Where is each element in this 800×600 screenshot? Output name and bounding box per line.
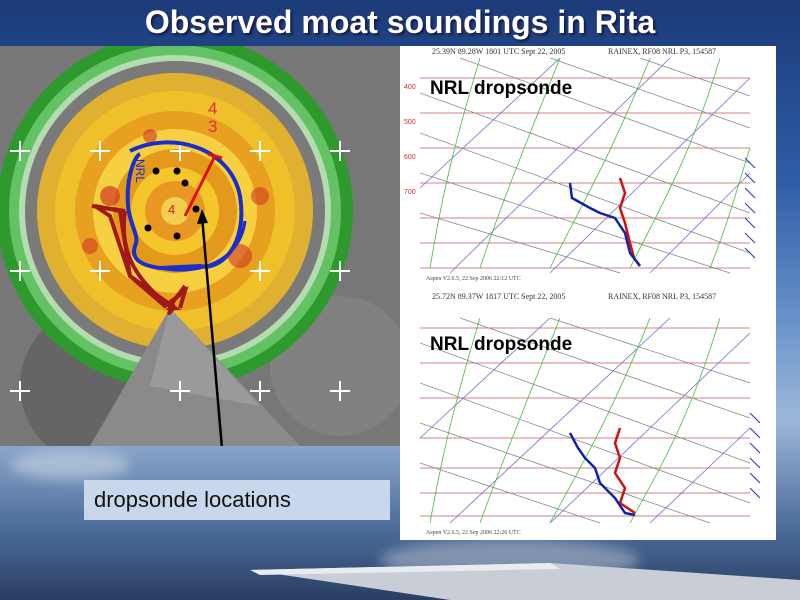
flight-track-red <box>91 204 187 309</box>
skewt-diagram-2 <box>420 318 760 524</box>
sounding-1-label: NRL dropsonde <box>430 78 573 99</box>
data-gap-wedge <box>150 308 260 406</box>
isotherms <box>420 318 751 524</box>
skewt-diagram-1 <box>420 58 756 274</box>
dry-adiabats <box>420 58 751 274</box>
marker-label-top: 4 <box>208 99 217 118</box>
dropsonde-dot <box>152 167 160 175</box>
sounding-1-header-right: RAINEX, RF08 NRL P3, 154587 <box>608 47 717 56</box>
dropsonde-dot <box>173 232 181 240</box>
pressure-label: 700 <box>404 189 416 196</box>
pressure-label: 500 <box>404 119 416 126</box>
flight-track-blue <box>125 140 244 271</box>
sounding-1-footer: Aspen V2.6.5, 22 Sep 2006 22:12 UTC <box>426 276 521 282</box>
reflectivity-field <box>0 46 353 389</box>
isotherms <box>420 58 751 274</box>
sounding-2-label: NRL dropsonde <box>430 334 573 355</box>
flight-track-blue <box>159 220 247 272</box>
sounding-2-footer: Aspen V2.6.5, 22 Sep 2006 22:26 UTC <box>426 530 521 536</box>
track-label: NRL <box>133 159 147 183</box>
track-segment-red <box>183 155 217 217</box>
wind-barbs-1 <box>744 157 756 259</box>
track-segment-red <box>207 152 223 160</box>
sounding-1-header-left: 25.39N 89.28W 1801 UTC Sept 22, 2005 <box>432 47 566 56</box>
moist-adiabats <box>429 58 751 269</box>
dewpoint-trace-1 <box>568 182 641 267</box>
dropsonde-dot <box>192 205 200 213</box>
pressure-label: 400 <box>404 84 416 91</box>
wind-barbs-2 <box>749 412 760 499</box>
moist-adiabats <box>429 318 721 524</box>
isobars <box>420 77 750 269</box>
pressure-axis-1: 400 500 600 700 <box>404 70 416 210</box>
dropsonde-dot <box>144 224 152 232</box>
dropsonde-dot <box>181 179 189 187</box>
sounding-2-header-right: RAINEX, RF08 NRL P3, 154587 <box>608 292 717 301</box>
cloud-decoration <box>10 450 130 480</box>
dropsonde-dot <box>173 167 181 175</box>
isobars <box>420 327 750 517</box>
marker-label-bottom: 3 <box>208 117 217 136</box>
pointer-arrowhead <box>197 209 208 224</box>
slide-title: Observed moat soundings in Rita <box>144 4 656 40</box>
pressure-label: 600 <box>404 154 416 161</box>
lat-lon-grid <box>10 141 350 401</box>
sounding-2-header-left: 25.72N 89.37W 1817 UTC Sept 22, 2005 <box>432 292 566 301</box>
radar-plot: 4 3 4 NRL <box>0 46 400 446</box>
pointer-line <box>200 215 224 446</box>
radar-image: 4 3 4 NRL <box>0 46 400 446</box>
dry-adiabats <box>420 318 751 524</box>
eye-label: 4 <box>168 202 175 217</box>
dropsonde-markers <box>144 167 200 240</box>
aircraft-wing <box>250 563 800 600</box>
dropsonde-locations-callout: dropsonde locations <box>84 480 390 520</box>
temperature-trace-2 <box>613 427 636 515</box>
dewpoint-trace-2 <box>568 432 636 517</box>
sounding-panel: 25.39N 89.28W 1801 UTC Sept 22, 2005 RAI… <box>400 46 776 540</box>
